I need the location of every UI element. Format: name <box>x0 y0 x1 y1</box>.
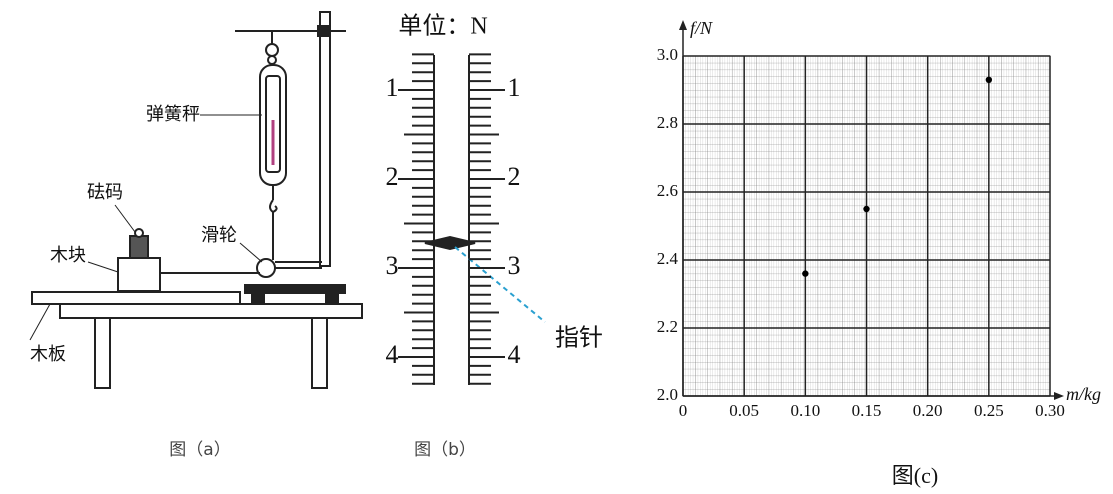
scale-number: 1 <box>508 73 521 102</box>
x-arrow <box>1054 392 1064 400</box>
apparatus <box>30 12 362 388</box>
x-tick-label: 0.25 <box>974 401 1004 420</box>
caption-b: 图（b） <box>414 440 476 460</box>
label-pulley: 滑轮 <box>201 225 237 246</box>
data-point <box>863 206 869 212</box>
scale-number: 1 <box>386 73 399 102</box>
scale-number: 2 <box>508 162 521 191</box>
label-weight: 砝码 <box>87 182 123 203</box>
data-point <box>802 270 808 276</box>
y-tick-label: 2.2 <box>657 317 678 336</box>
caption-c: 图(c) <box>892 463 938 488</box>
caption-a: 图（a） <box>169 440 230 460</box>
x-axis-label: m/kg <box>1066 384 1101 404</box>
scale <box>398 54 545 385</box>
scale-number: 2 <box>386 162 399 191</box>
pointer-label: 指针 <box>555 325 603 352</box>
figure: 弹簧秤 砝码 滑轮 木块 木板 图（a） 单位：N 指针 图（b） f/N m/… <box>0 0 1113 494</box>
x-tick-label: 0.30 <box>1035 401 1065 420</box>
data-point <box>986 77 992 83</box>
scale-number: 3 <box>386 251 399 280</box>
label-spring-scale: 弹簧秤 <box>146 104 200 125</box>
x-tick-label: 0 <box>679 401 688 420</box>
scale-number: 3 <box>508 251 521 280</box>
x-tick-label: 0.05 <box>729 401 759 420</box>
x-tick-label: 0.15 <box>852 401 882 420</box>
y-tick-label: 2.8 <box>657 113 678 132</box>
y-tick-label: 2.4 <box>657 249 679 268</box>
label-board: 木板 <box>30 344 66 365</box>
y-tick-label: 2.0 <box>657 385 678 404</box>
y-arrow <box>679 20 687 30</box>
scale-number: 4 <box>386 340 399 369</box>
label-block: 木块 <box>50 245 86 266</box>
y-tick-label: 2.6 <box>657 181 678 200</box>
unit-label: 单位：N <box>398 13 487 40</box>
x-tick-label: 0.20 <box>913 401 943 420</box>
x-tick-label: 0.10 <box>790 401 820 420</box>
y-axis-label: f/N <box>690 18 713 38</box>
scale-number: 4 <box>508 340 521 369</box>
y-tick-label: 3.0 <box>657 45 678 64</box>
